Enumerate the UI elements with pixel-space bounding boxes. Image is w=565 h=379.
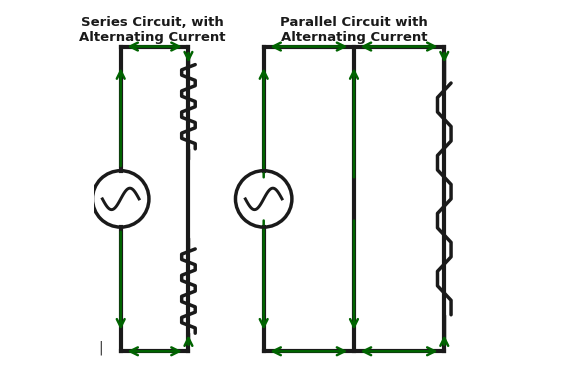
Text: Series Circuit, with
Alternating Current: Series Circuit, with Alternating Current [80,16,226,44]
Text: Parallel Circuit with
Alternating Current: Parallel Circuit with Alternating Curren… [280,16,428,44]
Text: |: | [98,341,103,355]
